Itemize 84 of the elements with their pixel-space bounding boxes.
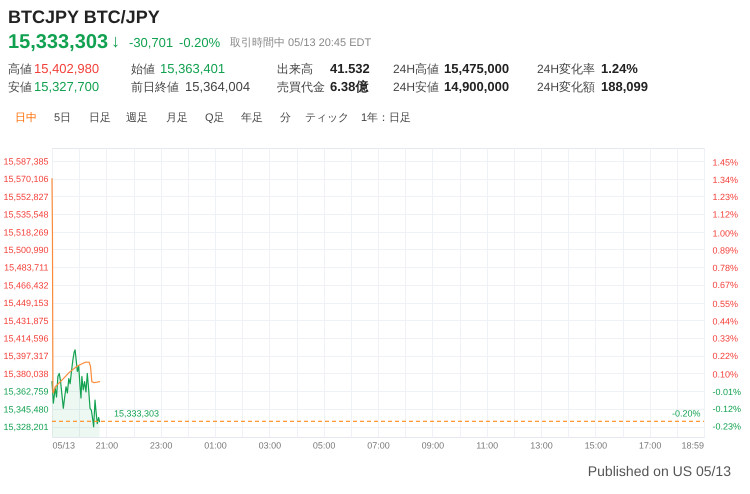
- x-tick-label: 01:00: [204, 440, 227, 450]
- y-tick-label: 15,466,432: [3, 280, 48, 290]
- text: 5日: [54, 112, 72, 124]
- x-tick-label: 15:00: [584, 440, 608, 450]
- y2-tick-label: -0.12%: [712, 404, 742, 414]
- y2-tick-label: 0.44%: [712, 316, 738, 326]
- y2-tick-label: -0.01%: [712, 386, 742, 397]
- y-tick-label: 15,570,106: [3, 174, 48, 184]
- text: 日足: [89, 112, 111, 124]
- x-tick-label: 09:00: [422, 440, 444, 450]
- ref-line-label: 15,333,303: [114, 408, 160, 418]
- x-tick-label: 17:00: [638, 440, 662, 450]
- y2-tick-label: 0.22%: [712, 350, 738, 361]
- x-tick-label: 05:00: [312, 440, 336, 450]
- text: 週足: [126, 112, 148, 124]
- text: 14,900,000: [444, 79, 510, 94]
- x-tick-label: 21:00: [96, 440, 118, 450]
- y2-tick-label: -0.23%: [712, 422, 742, 432]
- x-tick-label: 05/13: [52, 440, 76, 450]
- y-tick-label: 15,397,317: [3, 351, 48, 362]
- text: 前日終値: [131, 80, 179, 94]
- x-tick-label: 23:00: [150, 440, 172, 450]
- text: 1.24%: [601, 61, 638, 76]
- text: 安値: [8, 80, 32, 94]
- y2-tick-label: 0.89%: [712, 246, 738, 256]
- y-tick-label: 15,414,596: [3, 334, 48, 344]
- y-tick-label: 15,431,875: [3, 316, 48, 326]
- y2-tick-label: 0.10%: [712, 370, 738, 380]
- text: 15,327,700: [34, 79, 100, 94]
- text: 15,333,303: [8, 31, 108, 53]
- y-tick-label: 15,362,759: [3, 386, 48, 397]
- y-tick-label: 15,500,990: [3, 244, 48, 255]
- y-tick-label: 15,328,201: [3, 422, 48, 432]
- y-tick-label: 15,345,480: [3, 404, 48, 414]
- y2-tick-label: 1.23%: [712, 192, 738, 202]
- text: 高値: [8, 62, 32, 76]
- y2-tick-label: 0.67%: [712, 280, 738, 290]
- text: Q足: [205, 112, 225, 124]
- text: 15,402,980: [34, 61, 100, 76]
- text: 188,099: [601, 79, 648, 94]
- text: 年足: [241, 112, 263, 124]
- text: 売買代金: [277, 80, 325, 94]
- x-tick-label: 07:00: [367, 440, 390, 450]
- annotation: -0.20%: [672, 408, 701, 418]
- text: 24H変化率: [537, 62, 596, 76]
- y-tick-label: 15,552,827: [3, 192, 48, 202]
- y2-tick-label: 0.33%: [712, 334, 738, 344]
- text: BTCJPY BTC/JPY: [8, 7, 160, 27]
- y-tick-label: 15,518,269: [3, 227, 48, 238]
- x-tick-label: 13:00: [530, 440, 553, 450]
- y-tick-label: 15,535,548: [3, 210, 48, 220]
- y2-tick-label: 0.78%: [712, 262, 738, 273]
- y2-tick-label: 1.12%: [712, 209, 738, 220]
- text: ↓: [111, 31, 120, 51]
- text: 日中: [15, 111, 37, 124]
- text: 15,363,401: [160, 61, 226, 76]
- y2-tick-label: 1.45%: [712, 158, 738, 168]
- y-tick-label: 15,483,711: [4, 262, 48, 273]
- y2-tick-label: 0.55%: [712, 298, 738, 309]
- y2-tick-label: 1.34%: [712, 174, 738, 185]
- text: Published on US 05/13: [588, 463, 732, 479]
- text: 24H安値: [393, 80, 440, 94]
- x-tick-label: 11:00: [476, 440, 498, 450]
- text: 1年：日足: [361, 112, 412, 124]
- text: 41.532: [330, 61, 370, 76]
- text: 月足: [166, 112, 188, 124]
- y2-tick-label: 1.00%: [712, 228, 738, 238]
- y-tick-label: 15,380,038: [3, 368, 48, 379]
- text: 分: [280, 112, 291, 124]
- text: -30,701: [129, 35, 174, 50]
- text: 出来高: [277, 62, 313, 76]
- y-tick-label: 15,449,153: [3, 298, 48, 308]
- text: 始値: [131, 62, 155, 76]
- text: 6.38億: [330, 79, 370, 94]
- text: 取引時間中 05/13 20:45 EDT: [230, 36, 372, 49]
- text: ティック: [305, 112, 349, 124]
- text: 15,475,000: [444, 61, 510, 76]
- x-tick-label: 03:00: [258, 440, 282, 450]
- y-tick-label: 15,587,385: [3, 156, 48, 166]
- text: 24H高値: [393, 62, 440, 76]
- text: 24H変化額: [537, 80, 596, 94]
- text: 15,364,004: [185, 79, 250, 94]
- text: -0.20%: [179, 35, 221, 50]
- x-tick-label: 18:59: [682, 440, 704, 450]
